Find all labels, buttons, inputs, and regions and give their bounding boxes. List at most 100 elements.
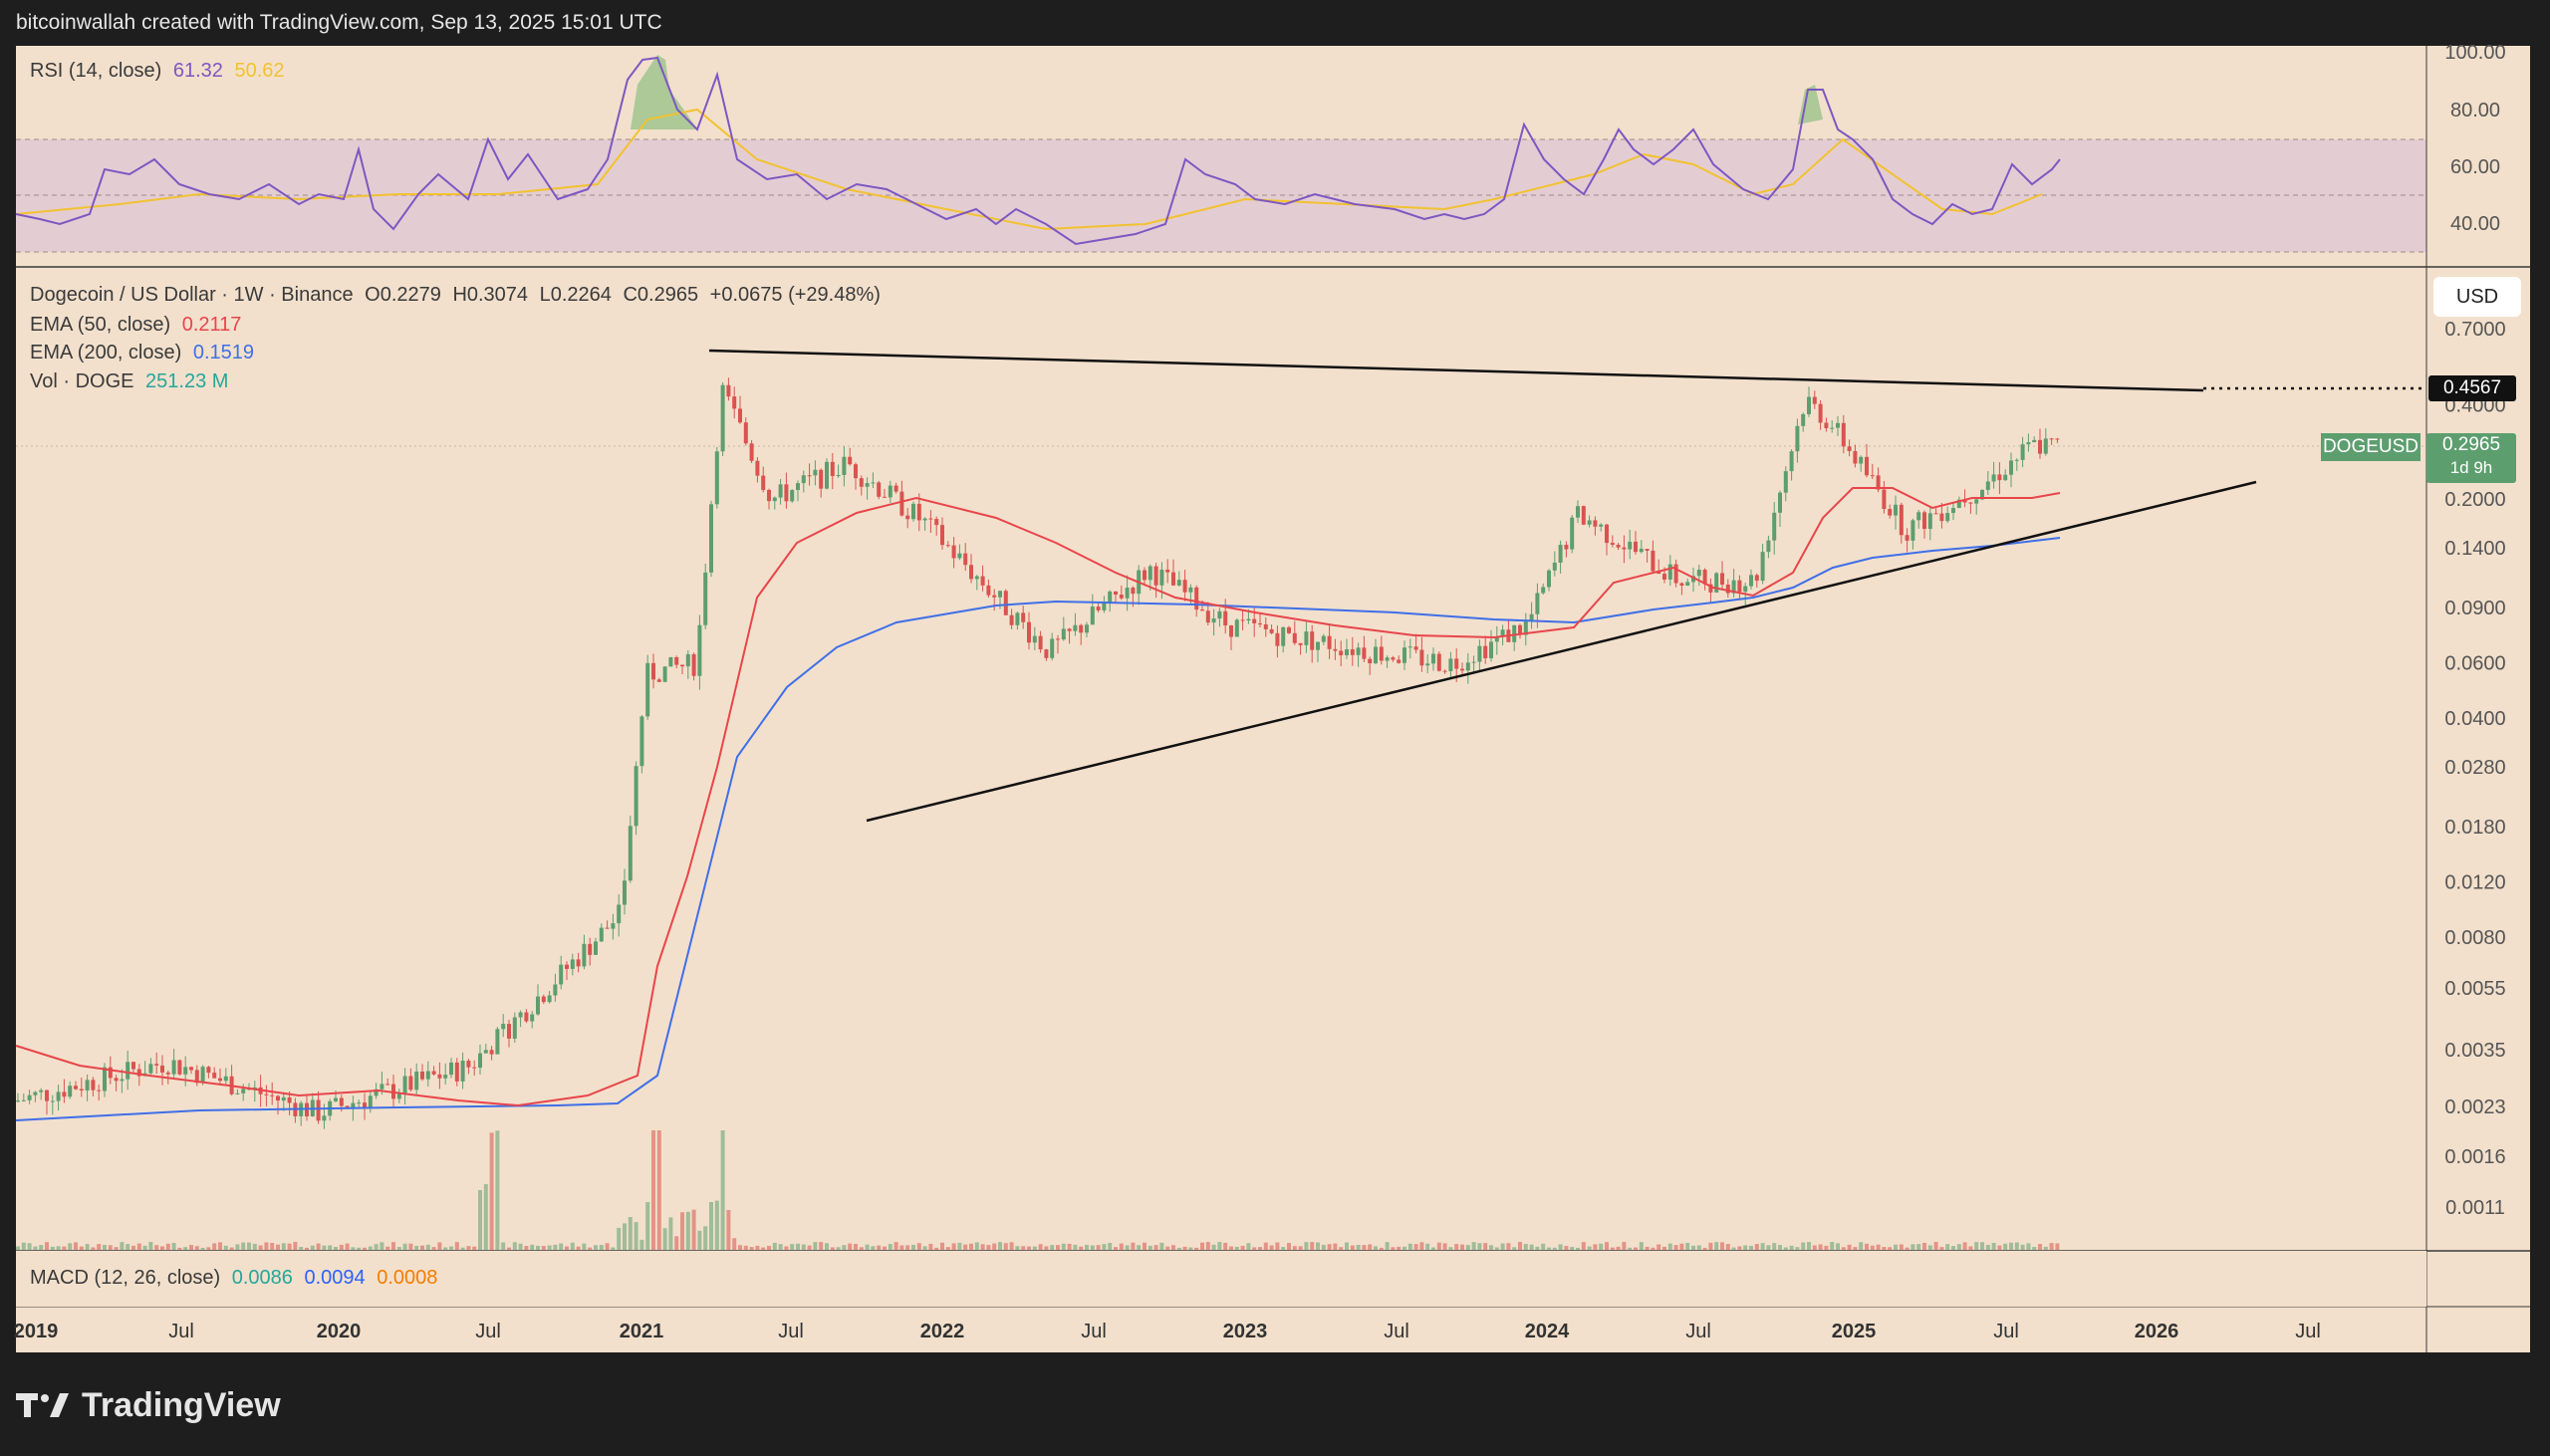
candle-body — [264, 1093, 269, 1095]
candle-body — [45, 1090, 49, 1101]
candle-body — [489, 1050, 494, 1055]
volume-bar — [1419, 1242, 1424, 1250]
volume-bar — [1593, 1244, 1598, 1250]
candle-body — [588, 943, 593, 955]
candle-body — [1888, 509, 1893, 516]
candle-body — [1021, 612, 1026, 622]
candle-body — [1974, 499, 1979, 504]
candle-body — [1541, 587, 1546, 594]
ema200-line — [15, 537, 2061, 1121]
ema50-legend[interactable]: EMA (50, close) 0.2117 — [30, 314, 241, 337]
volume-bar — [1153, 1245, 1158, 1250]
volume-bar — [553, 1244, 558, 1250]
volume-bar — [281, 1243, 286, 1250]
time-tick-label: 2023 — [1223, 1321, 1268, 1342]
ema200-legend[interactable]: EMA (200, close) 0.1519 — [30, 342, 254, 364]
candle-body — [235, 1092, 240, 1094]
candle-body — [1754, 575, 1759, 582]
volume-bar — [380, 1242, 384, 1250]
candle-body — [2055, 438, 2060, 440]
time-tick-label: Jul — [1081, 1321, 1107, 1342]
volume-bar — [1812, 1245, 1817, 1250]
resistance-trendline — [708, 349, 2204, 392]
candle-body — [1125, 588, 1130, 599]
candle-body — [639, 716, 644, 767]
volume-bar — [796, 1243, 800, 1250]
volume-bar — [247, 1242, 251, 1250]
candle-body — [617, 904, 622, 924]
volume-bar — [218, 1242, 222, 1250]
symbol-line: Dogecoin / US Dollar · 1W · Binance — [30, 284, 354, 306]
volume-bar — [1634, 1247, 1638, 1250]
candle-body — [854, 464, 858, 479]
candle-body — [1436, 653, 1441, 671]
volume-bar — [200, 1247, 205, 1250]
candle-body — [830, 461, 835, 476]
volume-bar — [1483, 1243, 1488, 1250]
volume-bar — [396, 1247, 401, 1250]
macd-legend[interactable]: MACD (12, 26, close) 0.0086 0.0094 0.000… — [30, 1267, 437, 1290]
candle-body — [1535, 593, 1540, 614]
candle-body — [634, 766, 638, 827]
volume-bar — [2032, 1247, 2037, 1250]
volume-bar — [120, 1242, 125, 1250]
volume-bar — [1234, 1246, 1239, 1250]
price-axis[interactable]: 0.70000.40000.20000.14000.09000.06000.04… — [2444, 319, 2505, 1219]
price-tick-label: 0.0400 — [2444, 708, 2505, 730]
volume-bar — [1362, 1245, 1367, 1250]
volume-bar — [1407, 1243, 1412, 1250]
volume-bar — [1836, 1243, 1840, 1250]
candle-body — [1217, 610, 1222, 619]
candle-body — [431, 1071, 436, 1075]
volume-bar — [1968, 1246, 1973, 1250]
candle-body — [1951, 508, 1955, 514]
volume-bar — [1760, 1243, 1765, 1250]
volume-bar — [1628, 1247, 1633, 1250]
candle-body — [165, 1072, 170, 1075]
candle-body — [1032, 635, 1037, 643]
volume-bar — [1894, 1244, 1898, 1250]
volume-bar — [2020, 1244, 2025, 1250]
volume-bar — [1119, 1243, 1124, 1250]
candle-body — [1558, 545, 1563, 563]
volume-bar — [541, 1246, 546, 1250]
volume-value: 251.23 M — [145, 370, 229, 392]
volume-bar — [1518, 1242, 1522, 1250]
time-axis[interactable]: 2019 Jul 2020 Jul 2021 Jul 2022 Jul 2023 Jul 2024 J… — [14, 1321, 2321, 1342]
candle-body — [1841, 422, 1846, 447]
candle-body — [1766, 540, 1771, 553]
candle-body — [1442, 670, 1447, 672]
volume-bar — [1003, 1243, 1008, 1250]
volume-legend[interactable]: Vol · DOGE 251.23 M — [30, 370, 228, 393]
candle-body — [1894, 504, 1898, 516]
candle-body — [39, 1090, 44, 1092]
symbol-legend[interactable]: Dogecoin / US Dollar · 1W · Binance O0.2… — [30, 284, 881, 307]
candle-body — [1165, 569, 1170, 573]
tradingview-logo[interactable]: TradingView — [16, 1382, 281, 1428]
candle-body — [980, 576, 985, 586]
volume-bar — [62, 1246, 67, 1250]
volume-bar — [1696, 1245, 1701, 1250]
rsi-ma-value: 50.62 — [234, 60, 285, 82]
candle-body — [1413, 646, 1418, 650]
candle-body — [553, 984, 558, 996]
candle-body — [1143, 570, 1147, 581]
candle-body — [749, 443, 754, 461]
volume-bar — [974, 1242, 979, 1250]
candle-body — [1933, 513, 1938, 515]
volume-bar — [431, 1247, 436, 1250]
volume-bar — [1985, 1245, 1990, 1250]
candle-body — [466, 1061, 471, 1068]
volume-bar — [1269, 1245, 1274, 1250]
currency-button[interactable]: USD — [2433, 277, 2521, 317]
ema50-label: EMA (50, close) — [30, 314, 171, 336]
candle-body — [1316, 641, 1320, 650]
volume-bar — [1321, 1244, 1326, 1250]
candle-body — [85, 1080, 90, 1091]
volume-bar — [1725, 1244, 1730, 1250]
candle-body — [992, 595, 997, 598]
volume-bar — [1073, 1244, 1078, 1250]
candle-body — [1102, 603, 1107, 610]
candle-body — [565, 964, 569, 969]
